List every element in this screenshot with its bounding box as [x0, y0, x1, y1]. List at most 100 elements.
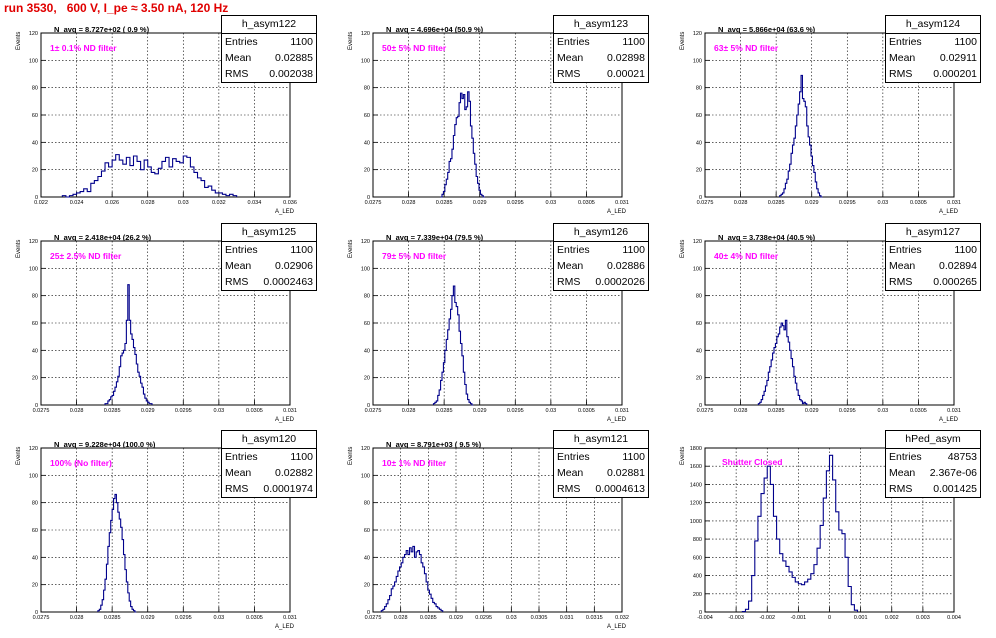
histogram-line — [758, 320, 806, 405]
x-tick-label: 0.0295 — [175, 615, 192, 621]
histogram-bin — [123, 164, 127, 197]
y-axis-label: Events — [680, 32, 686, 50]
histogram-bin — [403, 557, 405, 612]
x-tick-label: 0.029 — [805, 408, 819, 414]
n-avg-label: N_avg = 3.738e+04 (40.5 %) — [718, 233, 815, 242]
histogram-bin — [118, 512, 119, 612]
x-tick-label: 0.0285 — [420, 615, 437, 621]
y-tick-label: 20 — [696, 376, 702, 382]
x-tick-label: 0.0305 — [531, 615, 548, 621]
y-tick-label: 100 — [29, 266, 38, 272]
x-tick-label: 0.028 — [70, 615, 84, 621]
stats-entries-label: Entries — [225, 449, 258, 465]
stats-rms-label: RMS — [557, 66, 580, 82]
histogram-bin — [804, 101, 805, 197]
histogram-name: h_asym125 — [222, 224, 316, 242]
x-tick-label: 0.029 — [805, 200, 819, 206]
x-tick-label: 0.031 — [560, 615, 574, 621]
y-tick-label: 0 — [699, 195, 702, 201]
x-tick-label: 0.03 — [877, 200, 888, 206]
x-tick-label: 0.03 — [545, 408, 556, 414]
histogram-line — [105, 285, 152, 405]
y-tick-label: 120 — [361, 239, 370, 245]
y-tick-label: 20 — [364, 168, 370, 174]
y-tick-label: 20 — [32, 168, 38, 174]
histogram-bin — [788, 342, 789, 405]
x-tick-label: 0.029 — [473, 408, 487, 414]
stats-entries-label: Entries — [889, 242, 922, 258]
x-axis-label: A_LED — [939, 417, 958, 423]
y-tick-label: 40 — [32, 555, 38, 561]
y-tick-label: 60 — [696, 321, 702, 327]
histogram-bin — [421, 563, 423, 612]
x-tick-label: 0.029 — [449, 615, 463, 621]
stats-mean-label: Mean — [889, 50, 915, 66]
x-tick-label: 0.03 — [545, 200, 556, 206]
y-tick-label: 200 — [693, 592, 702, 598]
x-tick-label: 0.0285 — [768, 200, 785, 206]
histogram-line — [441, 92, 485, 197]
y-axis-label: Events — [16, 32, 22, 50]
histogram-bin — [455, 303, 456, 406]
y-axis-label: Events — [16, 447, 22, 465]
histogram-bin — [138, 372, 139, 405]
histogram-bin — [461, 93, 462, 197]
histogram-bin — [777, 337, 778, 405]
n-avg-label: N_avg = 9.228e+04 (100.0 %) — [54, 440, 155, 449]
y-tick-label: 40 — [696, 140, 702, 146]
histogram-bin — [798, 584, 801, 612]
histogram-bin — [452, 296, 453, 405]
y-tick-label: 80 — [364, 294, 370, 300]
histogram-bin — [458, 116, 459, 197]
histogram-bin — [784, 330, 785, 405]
histogram-bin — [798, 104, 799, 197]
y-tick-label: 40 — [696, 348, 702, 354]
x-tick-label: 0.0285 — [436, 408, 453, 414]
x-tick-label: 0.028 — [402, 200, 416, 206]
y-tick-label: 0 — [699, 610, 702, 616]
x-tick-label: 0.0305 — [246, 408, 263, 414]
histogram-bin — [839, 530, 842, 612]
x-tick-label: 0.031 — [947, 408, 961, 414]
x-tick-label: 0.03 — [877, 408, 888, 414]
histogram-name: h_asym122 — [222, 16, 316, 34]
histogram-bin — [802, 99, 803, 197]
histogram-bin — [122, 353, 123, 405]
x-tick-label: -0.002 — [759, 615, 775, 621]
histogram-name: h_asym120 — [222, 431, 316, 449]
histogram-bin — [451, 309, 452, 405]
y-tick-label: 120 — [361, 31, 370, 37]
stats-rms-label: RMS — [225, 66, 248, 82]
x-tick-label: 0.031 — [947, 200, 961, 206]
stats-mean-label: Mean — [557, 465, 583, 481]
x-tick-label: 0.002 — [885, 615, 899, 621]
y-tick-label: 0 — [35, 195, 38, 201]
x-axis-label: A_LED — [607, 624, 626, 630]
y-tick-label: 60 — [364, 528, 370, 534]
y-axis-label: Events — [680, 240, 686, 258]
histogram-bin — [783, 561, 786, 612]
histogram-bin — [131, 334, 132, 405]
histogram-bin — [453, 286, 454, 405]
x-axis-label: A_LED — [607, 417, 626, 423]
stats-entries-value: 1100 — [290, 34, 313, 50]
stats-rms-label: RMS — [889, 274, 912, 290]
y-tick-label: 20 — [364, 376, 370, 382]
x-tick-label: 0.0305 — [910, 200, 927, 206]
x-tick-label: 0.0295 — [175, 408, 192, 414]
stats-rms-value: 0.0001974 — [263, 481, 313, 497]
